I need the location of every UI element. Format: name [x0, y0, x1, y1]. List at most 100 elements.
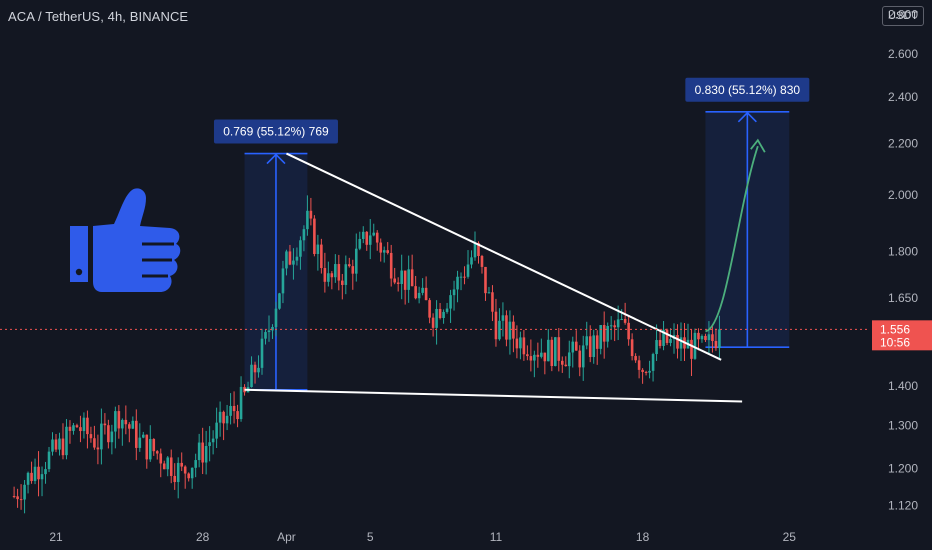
trendline[interactable] — [286, 152, 722, 361]
symbol-title[interactable]: ACA / TetherUS, 4h, BINANCE — [8, 9, 189, 24]
candle-body — [33, 466, 37, 482]
candle-body — [651, 354, 655, 371]
y-tick-label: 1.800 — [888, 244, 918, 258]
candle-body — [19, 499, 23, 501]
candle-body — [316, 244, 320, 254]
candle-body — [138, 437, 142, 448]
measure-label: 0.769 (55.12%) 769 — [223, 125, 329, 139]
candle-body — [337, 264, 341, 281]
candle-body — [389, 252, 393, 279]
candle-body — [128, 424, 131, 429]
candle-body — [665, 329, 669, 343]
candle-body — [515, 338, 519, 349]
candle-body — [166, 457, 170, 470]
candle-body — [540, 352, 543, 357]
x-tick-label: 11 — [490, 530, 503, 544]
candle-body — [250, 364, 253, 388]
candle-body — [222, 411, 225, 424]
measure-label-box — [685, 77, 810, 102]
candle-body — [361, 231, 365, 239]
x-tick-label: 28 — [196, 530, 210, 544]
candle-body — [529, 356, 533, 361]
trendlines[interactable] — [244, 152, 743, 403]
measure-tools[interactable]: 0.769 (55.12%) 769 0.830 (55.12%) 830 — [213, 77, 810, 391]
candle-body — [368, 235, 372, 245]
candle-body — [211, 438, 215, 443]
candle-body — [655, 340, 658, 355]
x-tick-label: 25 — [783, 530, 797, 544]
candle-body — [72, 425, 75, 431]
candle-body — [176, 462, 180, 483]
candle-body — [616, 319, 620, 328]
x-tick-label: 18 — [636, 530, 650, 544]
candle-body — [68, 426, 72, 431]
candle-body — [718, 329, 721, 349]
candle-body — [12, 496, 16, 498]
candle-body — [711, 334, 714, 342]
candle-body — [271, 326, 274, 331]
candle-body — [117, 411, 121, 429]
candle-body — [410, 269, 414, 287]
candle-body — [599, 325, 602, 349]
candle-body — [536, 354, 540, 357]
candle-body — [47, 451, 51, 470]
candle-body — [40, 474, 44, 480]
candle-body — [260, 338, 264, 368]
candle-body — [487, 292, 491, 294]
y-tick-label: 1.300 — [888, 419, 918, 433]
candle-body — [215, 422, 218, 439]
projection-arrow — [705, 138, 766, 333]
arrowhead-icon — [750, 138, 766, 153]
candle-body — [697, 332, 700, 340]
candle-body — [522, 337, 526, 355]
candle-body — [348, 264, 351, 267]
candle-body — [641, 369, 644, 372]
candle-body — [201, 442, 204, 463]
candle-body — [459, 276, 463, 278]
candle-body — [449, 295, 452, 309]
projection-curve — [705, 145, 759, 333]
candle-body — [494, 311, 498, 340]
candle-body — [463, 276, 466, 278]
candle-body — [264, 332, 267, 339]
candle-body — [644, 371, 648, 373]
measure-arrow-icon — [737, 111, 757, 123]
candle-body — [16, 496, 19, 500]
candle-body — [491, 292, 494, 312]
candle-body — [658, 340, 662, 346]
candle-body — [473, 242, 477, 258]
candle-body — [358, 238, 362, 249]
candle-body — [208, 442, 211, 446]
time-axis[interactable]: 21 28 Apr 5 11 18 25 — [49, 530, 796, 544]
price-tag-value: 1.556 — [880, 322, 910, 336]
candle-body — [693, 332, 697, 359]
candle-body — [239, 386, 243, 420]
candle-body — [351, 266, 355, 274]
candle-body — [135, 420, 138, 448]
candle-body — [585, 336, 589, 346]
candle-body — [148, 438, 152, 460]
candle-body — [508, 321, 512, 340]
candle-body — [323, 268, 327, 282]
trendline[interactable] — [244, 388, 743, 403]
candle-body — [292, 260, 295, 265]
candle-body — [204, 445, 208, 463]
y-tick-label: 2.800 — [888, 7, 918, 21]
measure-label: 0.830 (55.12%) 830 — [695, 83, 801, 97]
candle-body — [75, 425, 79, 428]
candle-body — [560, 360, 564, 365]
candle-body — [435, 308, 438, 328]
currency-button[interactable]: USDT — [882, 6, 924, 26]
candle-body — [442, 311, 445, 318]
candle-body — [595, 335, 599, 349]
candle-body — [278, 293, 281, 309]
candle-body — [180, 462, 183, 467]
y-tick-label: 2.000 — [888, 188, 918, 202]
candle-body — [232, 405, 236, 412]
candle-body — [274, 308, 278, 327]
candle-body — [470, 257, 473, 265]
price-axis[interactable]: 2.800 2.600 2.400 2.200 2.000 1.800 1.650 1.400… — [888, 7, 918, 512]
candle-body — [44, 469, 47, 475]
price-tag-box — [872, 320, 932, 351]
